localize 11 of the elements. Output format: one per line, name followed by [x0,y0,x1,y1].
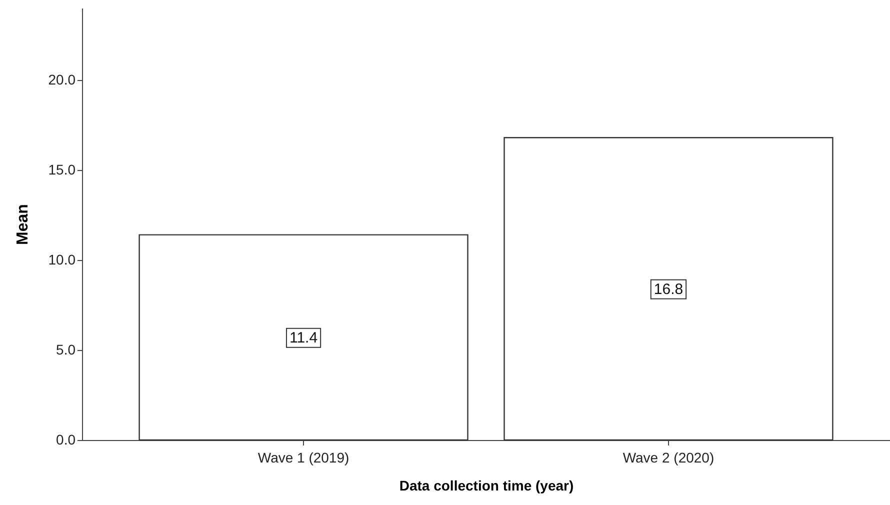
x-tick-label: Wave 2 (2020) [622,450,714,466]
y-axis-title: Mean [14,204,32,245]
x-tick-label: Wave 1 (2019) [258,450,350,466]
data-label: 11.4 [289,329,318,346]
y-tick-label: 15.0 [48,162,76,178]
data-label: 16.8 [654,280,684,298]
y-tick-label: 20.0 [48,72,76,88]
y-tick-label: 10.0 [48,252,76,268]
y-tick-label: 0.0 [56,432,76,448]
x-axis-title: Data collection time (year) [399,478,574,494]
y-tick-label: 5.0 [56,342,76,358]
